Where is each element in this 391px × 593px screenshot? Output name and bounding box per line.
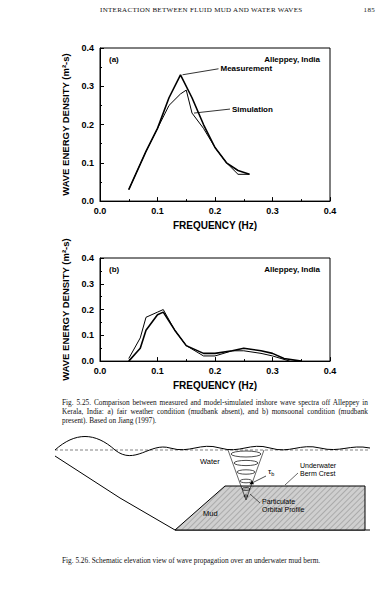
- svg-text:FREQUENCY (Hz): FREQUENCY (Hz): [173, 380, 257, 391]
- svg-text:Simulation: Simulation: [232, 105, 273, 114]
- svg-text:(b): (b): [109, 265, 120, 274]
- svg-text:FREQUENCY (Hz): FREQUENCY (Hz): [173, 220, 257, 231]
- svg-text:Water: Water: [200, 457, 220, 466]
- svg-text:Mud: Mud: [203, 509, 218, 518]
- svg-text:τb: τb: [268, 467, 274, 477]
- svg-text:0.2: 0.2: [81, 305, 94, 315]
- svg-text:0.3: 0.3: [266, 366, 279, 376]
- svg-text:0.3: 0.3: [266, 206, 279, 216]
- svg-text:0.4: 0.4: [81, 253, 94, 263]
- svg-text:0.1: 0.1: [81, 330, 94, 340]
- svg-text:ParticulateOrbital Profile: ParticulateOrbital Profile: [262, 498, 305, 513]
- svg-text:0.4: 0.4: [324, 206, 337, 216]
- svg-text:0.1: 0.1: [81, 158, 94, 168]
- svg-text:0.3: 0.3: [81, 279, 94, 289]
- svg-text:(a): (a): [109, 55, 119, 64]
- svg-text:UnderwaterBerm Crest: UnderwaterBerm Crest: [300, 462, 337, 477]
- svg-text:0.4: 0.4: [324, 366, 337, 376]
- svg-text:0.2: 0.2: [209, 366, 222, 376]
- html-text:INTERACTION BETWEEN FLUID MUD: INTERACTION BETWEEN FLUID MUD AND WATER …: [100, 6, 303, 14]
- svg-text:0.0: 0.0: [94, 366, 107, 376]
- svg-text:0.1: 0.1: [151, 206, 164, 216]
- svg-text:0.0: 0.0: [81, 356, 94, 366]
- svg-text:0.0: 0.0: [94, 206, 107, 216]
- html-text:Fig. 5.25. Comparison between: Fig. 5.25. Comparison between measured a…: [62, 398, 368, 425]
- svg-text:0.1: 0.1: [151, 366, 164, 376]
- svg-text:Alleppey, India: Alleppey, India: [264, 55, 320, 64]
- svg-text:WAVE ENERGY DENSITY (m²-s): WAVE ENERGY DENSITY (m²-s): [60, 53, 71, 196]
- svg-text:Measurement: Measurement: [221, 64, 273, 73]
- html-text:Fig. 5.26. Schematic elevation: Fig. 5.26. Schematic elevation view of w…: [62, 556, 321, 565]
- svg-text:0.3: 0.3: [81, 81, 94, 91]
- svg-text:0.0: 0.0: [81, 196, 94, 206]
- svg-text:0.4: 0.4: [81, 43, 94, 53]
- svg-text:Alleppey, India: Alleppey, India: [264, 265, 320, 274]
- svg-text:WAVE ENERGY DENSITY (m²-s): WAVE ENERGY DENSITY (m²-s): [60, 238, 71, 381]
- html-text:185: 185: [363, 6, 375, 14]
- svg-text:0.2: 0.2: [81, 120, 94, 130]
- svg-text:0.2: 0.2: [209, 206, 222, 216]
